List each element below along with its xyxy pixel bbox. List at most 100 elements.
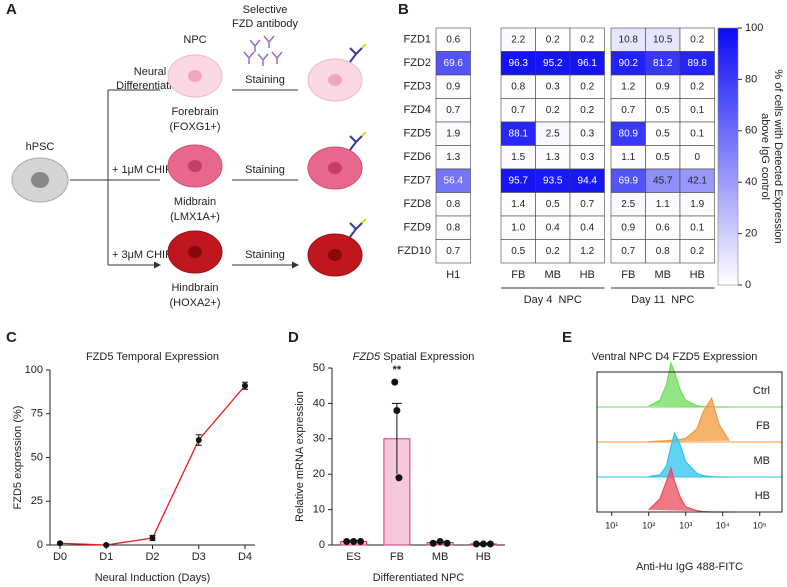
chart-title: FZD5 Temporal Expression <box>86 351 219 363</box>
cell-label: 81.2 <box>653 58 673 69</box>
x-axis-label: Neural Induction (Days) <box>95 572 211 584</box>
cell-label: 1.5 <box>511 152 525 163</box>
condition: + 1μM CHIR <box>112 164 173 176</box>
nucleus <box>328 162 342 174</box>
nucleus <box>328 74 342 86</box>
x-tick-label: D3 <box>192 551 206 563</box>
x-axis-label: Differentiated NPC <box>373 572 465 584</box>
title-italic: FZD5 <box>353 351 381 363</box>
staining-arrows <box>232 89 298 265</box>
cell-label: 2.2 <box>511 34 525 45</box>
cell-label: 1.2 <box>621 81 635 92</box>
nucleus <box>188 160 202 172</box>
cell-label: 1.4 <box>511 199 525 210</box>
cell-label: 0.8 <box>656 246 670 257</box>
row-label: FZD5 <box>404 128 432 140</box>
data-point <box>443 539 451 547</box>
cell-label: 0.4 <box>546 222 560 233</box>
marker: (LMX1A+) <box>170 211 220 223</box>
y-tick-label: 40 <box>313 397 325 409</box>
cell-label: 89.8 <box>688 58 708 69</box>
x-tick-label: ES <box>346 551 361 563</box>
y-axis-label: Relative mRNA expression <box>294 391 306 522</box>
x-tick-label: D1 <box>99 551 113 563</box>
legend-label: FB <box>756 420 770 432</box>
cell-label: 1.9 <box>446 128 460 139</box>
cell-label: 96.1 <box>578 58 598 69</box>
step: Staining <box>245 74 285 86</box>
cell-label: 0.8 <box>511 81 525 92</box>
x-axis-label: Anti-Hu IgG 488-FITC <box>636 561 743 573</box>
row-label: FZD2 <box>404 57 432 69</box>
legend-label: MB <box>754 455 771 467</box>
data-point <box>486 540 494 548</box>
data-point <box>479 540 487 548</box>
cell-label: 0.5 <box>656 152 670 163</box>
histogram-area <box>648 431 730 478</box>
marker: (FOXG1+) <box>169 121 220 133</box>
row-label: FZD10 <box>397 245 431 257</box>
panel-label: C <box>6 329 17 346</box>
cell-label: 0.6 <box>656 222 670 233</box>
cell-label: 0.2 <box>580 34 594 45</box>
x-tick-label: D4 <box>238 551 252 563</box>
nucleus <box>328 249 342 261</box>
cell-label: 0.8 <box>446 199 460 210</box>
cell-label: 0.3 <box>580 128 594 139</box>
cell-label: 42.1 <box>688 175 708 186</box>
x-tick-label: D0 <box>53 551 67 563</box>
colorbar-label: % of cells with Detected Expression <box>772 69 784 243</box>
point <box>242 382 248 389</box>
cell-label: 0.7 <box>621 246 635 257</box>
antibody-label: FZD antibody <box>232 18 299 30</box>
x-tick-label: 10² <box>642 520 655 530</box>
x-tick-label: HB <box>476 551 491 563</box>
cell-label: 0.5 <box>546 199 560 210</box>
column-label: MB <box>655 269 672 281</box>
condition: Differentiation <box>116 80 184 92</box>
data-point <box>393 406 401 414</box>
chart-title: Ventral NPC D4 FZD5 Expression <box>592 351 758 363</box>
x-tick-label: 10¹ <box>605 520 618 530</box>
nucleus <box>188 70 202 82</box>
bound-antibodies <box>349 43 367 238</box>
cell-label: 88.1 <box>509 128 529 139</box>
cell-label: 1.1 <box>621 152 635 163</box>
colorbar-label: above IgG control <box>759 113 771 200</box>
colorbar-tick-label: 80 <box>745 73 757 85</box>
cell-label: 80.9 <box>619 128 639 139</box>
group-label: Day 11 NPC <box>631 294 694 306</box>
y-tick-label: 50 <box>313 362 325 374</box>
cell-label: 56.4 <box>444 175 464 186</box>
cell-label: 0.4 <box>580 222 594 233</box>
cell-label: 1.3 <box>446 152 460 163</box>
diagram: hPSC Neural Differentiation + 1μM CHIR +… <box>11 4 367 309</box>
data-point <box>395 474 403 482</box>
nucleus <box>31 172 49 188</box>
y-tick-label: 0 <box>319 539 325 551</box>
region: Forebrain <box>171 106 218 118</box>
row-label: FZD9 <box>404 222 432 234</box>
cell-label: 0.2 <box>546 34 560 45</box>
colorbar <box>717 27 739 286</box>
data-point <box>391 378 399 386</box>
x-tick-label: D2 <box>145 551 159 563</box>
x-tick-label: 10⁴ <box>716 520 730 530</box>
cell-label: 1.3 <box>546 152 560 163</box>
annotation: ** <box>393 364 402 376</box>
cell-label: 0.2 <box>580 105 594 116</box>
cell-label: hPSC <box>26 141 55 153</box>
point <box>103 542 110 548</box>
colorbar-tick-label: 100 <box>745 22 763 34</box>
cell-label: 90.2 <box>619 58 639 69</box>
branch-lines <box>70 89 160 266</box>
cell-label: 0.1 <box>690 105 704 116</box>
cell-label: 69.6 <box>444 58 464 69</box>
panel-label: A <box>6 1 17 18</box>
data-point <box>472 540 480 548</box>
cell-label: 0.3 <box>580 152 594 163</box>
row-label: FZD4 <box>404 104 432 116</box>
data-point <box>357 537 365 545</box>
cell-label: 69.9 <box>619 175 639 186</box>
cell-label: 0.7 <box>580 199 594 210</box>
